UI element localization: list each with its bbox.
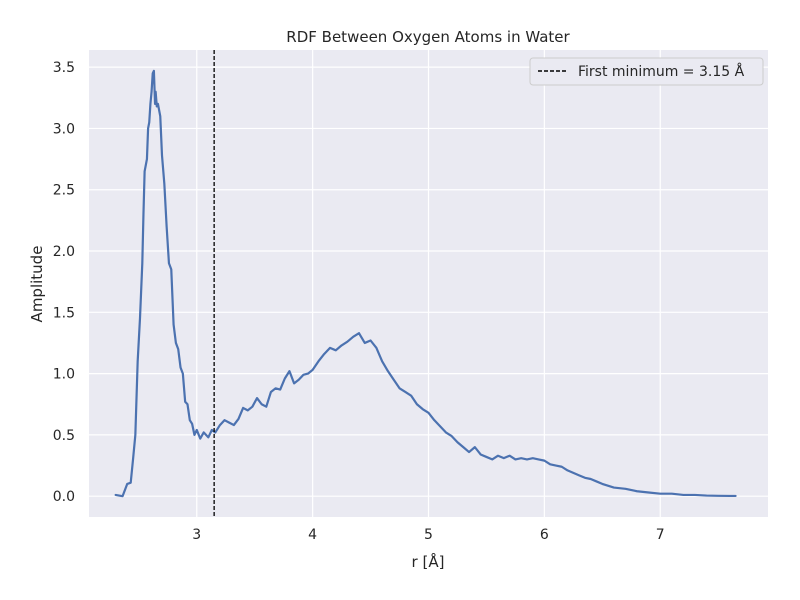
x-tick-label: 3: [192, 527, 201, 543]
legend-label: First minimum = 3.15 Å: [578, 63, 745, 80]
y-tick-label: 0.0: [53, 489, 75, 505]
x-axis-ticks: 3 4 5 6 7: [192, 527, 664, 543]
y-axis-ticks: 0.0 0.5 1.0 1.5 2.0 2.5 3.0 3.5: [53, 60, 75, 505]
y-tick-label: 1.5: [53, 305, 75, 321]
legend-box: [529, 57, 764, 86]
y-tick-label: 2.0: [53, 244, 75, 260]
y-tick-label: 3.5: [53, 60, 75, 76]
series-line-rdf: [114, 69, 737, 498]
chart-title: RDF Between Oxygen Atoms in Water: [286, 28, 570, 46]
y-axis-label: Amplitude: [28, 246, 46, 323]
y-tick-label: 0.5: [53, 428, 75, 444]
x-tick-label: 6: [540, 527, 549, 543]
y-tick-label: 1.0: [53, 367, 75, 383]
x-axis-label: r [Å]: [412, 552, 445, 571]
series-group: [114, 69, 737, 498]
y-tick-label: 2.5: [53, 183, 75, 199]
x-tick-label: 7: [656, 527, 665, 543]
grid: [89, 50, 768, 517]
legend: First minimum = 3.15 Å: [529, 57, 764, 86]
y-tick-label: 3.0: [53, 121, 75, 137]
x-tick-label: 4: [308, 527, 317, 543]
x-tick-label: 5: [424, 527, 433, 543]
